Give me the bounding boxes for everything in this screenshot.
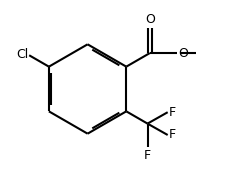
- Text: F: F: [168, 106, 175, 119]
- Text: O: O: [178, 47, 187, 60]
- Text: O: O: [144, 13, 154, 26]
- Text: Cl: Cl: [16, 48, 28, 61]
- Text: F: F: [168, 129, 175, 142]
- Text: F: F: [143, 149, 151, 162]
